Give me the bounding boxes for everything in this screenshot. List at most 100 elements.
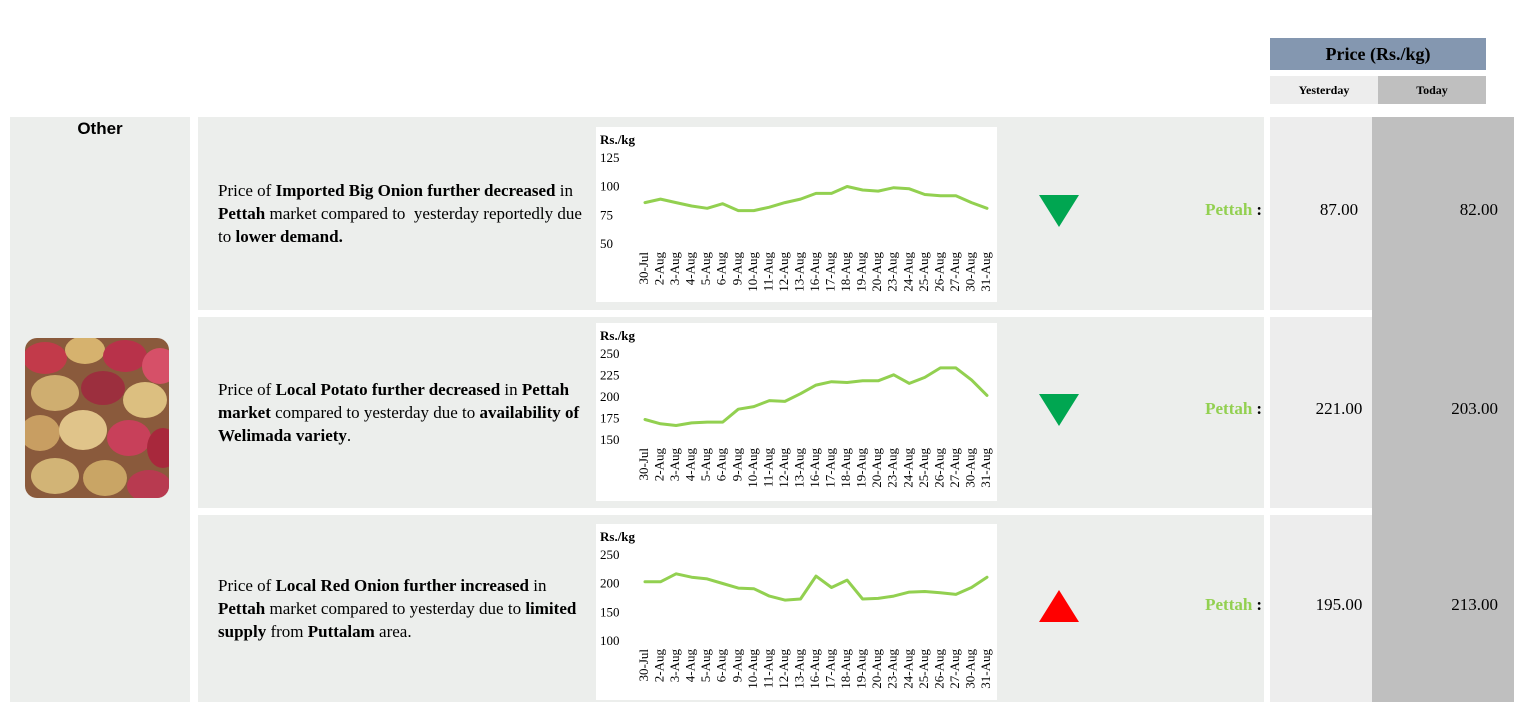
y-tick-label: 200 — [600, 576, 620, 591]
x-tick-label: 17-Aug — [823, 252, 838, 292]
market-separator: : — [1256, 595, 1262, 615]
x-tick-label: 27-Aug — [947, 649, 962, 689]
x-tick-label: 18-Aug — [838, 649, 853, 689]
market-label: Pettah: — [1100, 515, 1262, 694]
x-tick-label: 11-Aug — [760, 649, 775, 689]
text-segment: Puttalam — [308, 622, 375, 641]
x-tick-label: 2-Aug — [652, 448, 667, 482]
x-tick-label: 26-Aug — [931, 649, 946, 689]
chart-panel: Rs./kg10015020025030-Jul2-Aug3-Aug4-Aug5… — [596, 524, 997, 700]
y-tick-label: 250 — [600, 346, 620, 361]
x-tick-label: 11-Aug — [760, 252, 775, 292]
x-tick-label: 31-Aug — [978, 252, 993, 292]
x-tick-label: 5-Aug — [698, 252, 713, 286]
market-separator: : — [1256, 200, 1262, 220]
yesterday-price: 195.00 — [1270, 515, 1378, 694]
x-tick-label: 30-Aug — [962, 252, 977, 292]
price-line — [645, 368, 987, 426]
text-segment: Pettah — [218, 599, 265, 618]
trend-arrow — [1038, 194, 1080, 228]
section-label: Other — [10, 119, 190, 139]
x-tick-label: 19-Aug — [854, 649, 869, 689]
price-header: Price (Rs./kg) — [1270, 38, 1486, 70]
price-line — [645, 187, 987, 211]
y-tick-label: 75 — [600, 207, 613, 222]
x-tick-label: 26-Aug — [931, 252, 946, 292]
price-line — [645, 574, 987, 600]
text-segment: Price of — [218, 181, 276, 200]
x-tick-label: 20-Aug — [869, 252, 884, 292]
x-tick-label: 23-Aug — [885, 252, 900, 292]
market-label: Pettah: — [1100, 117, 1262, 302]
text-segment: in — [529, 576, 551, 595]
y-tick-label: 250 — [600, 547, 620, 562]
y-tick-label: 200 — [600, 389, 620, 404]
x-tick-label: 30-Jul — [636, 448, 651, 481]
x-tick-label: 16-Aug — [807, 448, 822, 488]
yesterday-header: Yesterday — [1270, 76, 1378, 104]
x-tick-label: 3-Aug — [667, 649, 682, 683]
x-tick-label: 10-Aug — [745, 649, 760, 689]
text-segment: Imported Big Onion further decreased — [276, 181, 556, 200]
x-tick-label: 31-Aug — [978, 649, 993, 689]
description: Price of Local Red Onion further increas… — [218, 515, 590, 702]
x-tick-label: 24-Aug — [900, 448, 915, 488]
trend-arrow — [1038, 589, 1080, 623]
yesterday-price: 87.00 — [1270, 117, 1378, 302]
x-tick-label: 6-Aug — [714, 649, 729, 683]
market-name: Pettah — [1205, 200, 1252, 220]
x-tick-label: 17-Aug — [823, 649, 838, 689]
today-header: Today — [1378, 76, 1486, 104]
y-tick-label: 225 — [600, 367, 620, 382]
text-segment: compared to yesterday due to — [271, 403, 480, 422]
y-tick-label: 150 — [600, 604, 620, 619]
text-segment: in — [500, 380, 522, 399]
x-tick-label: 6-Aug — [714, 252, 729, 286]
description-text: Price of Imported Big Onion further decr… — [218, 179, 590, 248]
x-tick-label: 25-Aug — [916, 252, 931, 292]
x-tick-label: 10-Aug — [745, 252, 760, 292]
text-segment: from — [266, 622, 308, 641]
y-tick-label: 100 — [600, 633, 620, 648]
y-axis-label: Rs./kg — [600, 529, 636, 544]
x-tick-label: 6-Aug — [714, 448, 729, 482]
x-tick-label: 25-Aug — [916, 448, 931, 488]
trend-triangle — [1039, 590, 1079, 622]
x-tick-label: 25-Aug — [916, 649, 931, 689]
x-tick-label: 5-Aug — [698, 649, 713, 683]
x-tick-label: 2-Aug — [652, 252, 667, 286]
today-price: 203.00 — [1378, 317, 1498, 500]
market-name: Pettah — [1205, 399, 1252, 419]
x-tick-label: 13-Aug — [791, 649, 806, 689]
description: Price of Local Potato further decreased … — [218, 317, 590, 508]
x-tick-label: 4-Aug — [683, 448, 698, 482]
text-segment: . — [347, 426, 351, 445]
y-tick-label: 50 — [600, 236, 613, 251]
y-tick-label: 100 — [600, 179, 620, 194]
text-segment: Pettah — [218, 204, 265, 223]
x-tick-label: 3-Aug — [667, 252, 682, 286]
x-tick-label: 30-Jul — [636, 252, 651, 285]
x-tick-label: 9-Aug — [729, 649, 744, 683]
x-tick-label: 24-Aug — [900, 252, 915, 292]
x-tick-label: 30-Jul — [636, 649, 651, 682]
x-tick-label: 13-Aug — [791, 448, 806, 488]
today-price: 213.00 — [1378, 515, 1498, 694]
text-segment: Local Red Onion further increased — [276, 576, 529, 595]
yesterday-price: 221.00 — [1270, 317, 1378, 500]
x-tick-label: 20-Aug — [869, 649, 884, 689]
vegetable-photo — [25, 338, 169, 498]
description-text: Price of Local Potato further decreased … — [218, 378, 590, 447]
text-segment: Price of — [218, 576, 276, 595]
trend-triangle — [1039, 394, 1079, 426]
description-text: Price of Local Red Onion further increas… — [218, 574, 590, 643]
market-name: Pettah — [1205, 595, 1252, 615]
text-segment: Price of — [218, 380, 276, 399]
today-price: 82.00 — [1378, 117, 1498, 302]
y-axis-label: Rs./kg — [600, 328, 636, 343]
x-tick-label: 18-Aug — [838, 252, 853, 292]
x-tick-label: 30-Aug — [962, 448, 977, 488]
trend-arrow — [1038, 393, 1080, 427]
